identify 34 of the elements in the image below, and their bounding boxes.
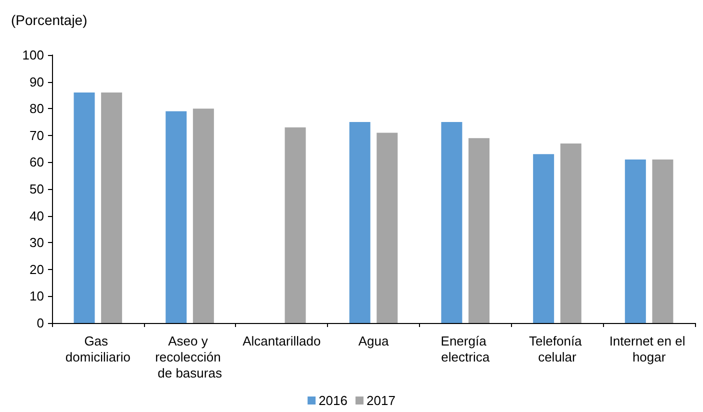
x-tick-label: Telefonía celular <box>529 334 586 364</box>
bar <box>652 160 674 323</box>
x-tick-label: Gas domiciliario <box>65 334 130 364</box>
legend-label: 2017 <box>366 393 396 408</box>
y-tick-label: 0 <box>36 316 44 330</box>
y-tick-label: 40 <box>30 208 44 224</box>
y-tick-label: 10 <box>30 288 44 304</box>
y-tick-label: 70 <box>30 128 44 143</box>
bar <box>192 108 214 323</box>
x-tick-label: Energía electrica <box>440 334 490 364</box>
bar <box>468 138 490 323</box>
y-tick-label: 30 <box>30 235 44 250</box>
x-tick-label: Aseo y recolección de basuras <box>155 334 224 380</box>
bar <box>74 92 95 323</box>
y-tick-label: 20 <box>30 262 44 277</box>
y-tick-label: 60 <box>30 154 44 170</box>
y-axis-title: (Porcentaje) <box>11 12 88 28</box>
bar <box>560 143 582 323</box>
bar <box>533 154 554 323</box>
bar <box>441 122 462 323</box>
bar <box>284 127 306 323</box>
y-tick-label: 50 <box>30 182 44 196</box>
bar <box>349 122 370 323</box>
y-tick-label: 80 <box>30 101 44 116</box>
x-tick-label: Alcantarillado <box>242 334 321 348</box>
y-tick-label: 100 <box>22 48 44 62</box>
bar <box>166 111 187 323</box>
x-tick-label: Internet en el hogar <box>609 334 689 364</box>
bar <box>376 132 398 323</box>
y-tick-label: 90 <box>30 74 44 90</box>
bar <box>101 92 122 323</box>
bar <box>624 160 646 323</box>
legend-label: 2016 <box>318 393 348 408</box>
x-tick-label: Agua <box>358 334 390 348</box>
